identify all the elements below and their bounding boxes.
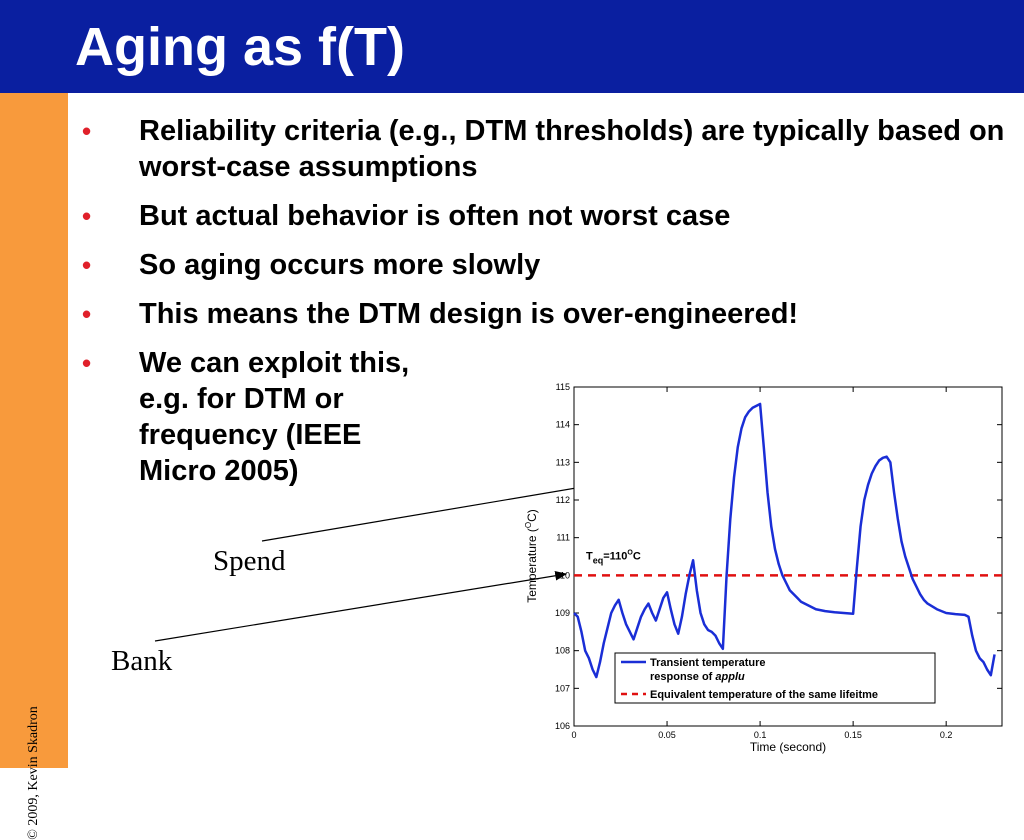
y-tick-label: 109 xyxy=(555,608,570,618)
x-tick-label: 0.05 xyxy=(658,730,676,740)
bullet-item: • But actual behavior is often not worst … xyxy=(82,198,1012,234)
slide-title: Aging as f(T) xyxy=(75,17,405,77)
y-tick-label: 108 xyxy=(555,646,570,656)
y-axis-ticks: 106 107 108 109 110 111 112 113 114 115 xyxy=(555,382,1002,731)
y-axis-label-unit: C) xyxy=(525,509,539,522)
bullet-marker: • xyxy=(82,299,92,329)
bullet-marker: • xyxy=(82,250,92,280)
copyright-text: © 2009, Kevin Skadron xyxy=(26,706,41,840)
y-tick-label: 114 xyxy=(556,420,570,430)
bullet-marker: • xyxy=(82,201,92,231)
x-tick-label: 0 xyxy=(571,730,576,740)
legend-label-transient-2b: applu xyxy=(715,671,745,683)
teq-subscript: eq xyxy=(593,555,604,565)
teq-symbol: T xyxy=(586,550,593,562)
bullet-item: • Reliability criteria (e.g., DTM thresho… xyxy=(82,113,1012,185)
bullet-text: So aging occurs more slowly xyxy=(139,249,541,281)
transient-temperature-line xyxy=(573,402,996,679)
teq-degree: O xyxy=(627,549,633,556)
teq-unit: C xyxy=(633,550,641,562)
x-axis-ticks: 0 0.05 0.1 0.15 0.2 xyxy=(571,387,952,740)
x-tick-label: 0.1 xyxy=(754,730,767,740)
y-tick-label: 106 xyxy=(555,721,570,731)
legend-label-transient-2a: response of xyxy=(650,671,715,683)
legend-label-equivalent: Equivalent temperature of the same lifei… xyxy=(650,689,878,701)
sidebar: © 2009, Kevin Skadron xyxy=(0,93,68,840)
legend-label-transient: Transient temperature xyxy=(650,657,766,669)
teq-annotation: Teq=110OC xyxy=(586,549,641,565)
legend: Transient temperature response of applu … xyxy=(614,652,936,704)
bank-label: Bank xyxy=(111,645,173,677)
legend-box xyxy=(614,652,936,704)
title-bar: Aging as f(T) xyxy=(0,0,1024,93)
x-tick-label: 0.15 xyxy=(844,730,862,740)
x-tick-label: 0.2 xyxy=(940,730,953,740)
bullet-list: • Reliability criteria (e.g., DTM thresho… xyxy=(82,113,1012,502)
y-tick-label: 112 xyxy=(556,495,570,505)
legend-label-transient-2: response of applu xyxy=(650,671,745,683)
bullet-text: This means the DTM design is over-engine… xyxy=(139,298,799,330)
y-tick-label: 111 xyxy=(556,533,570,543)
y-tick-label: 107 xyxy=(555,683,570,693)
bank-arrow xyxy=(154,571,568,642)
bullet-marker: • xyxy=(82,348,92,378)
x-axis-label: Time (second) xyxy=(750,740,826,754)
y-tick-label: 110 xyxy=(556,570,570,580)
bullet-text: But actual behavior is often not worst c… xyxy=(139,200,731,232)
bullet-item: • This means the DTM design is over-engin… xyxy=(82,296,1012,332)
y-axis-label-degree: O xyxy=(524,522,533,528)
bullet-text: We can exploit this, e.g. for DTM or fre… xyxy=(139,347,410,487)
bullet-item: • We can exploit this, e.g. for DTM or fr… xyxy=(82,345,439,489)
y-tick-label: 113 xyxy=(556,457,570,467)
bullet-marker: • xyxy=(82,116,92,146)
bullet-item: • So aging occurs more slowly xyxy=(82,247,1012,283)
y-tick-label: 115 xyxy=(556,382,570,392)
bullet-text: Reliability criteria (e.g., DTM threshol… xyxy=(139,115,1005,183)
teq-value: =110 xyxy=(603,550,627,562)
y-axis-label-prefix: Temperature ( xyxy=(525,528,539,603)
y-axis-label: Temperature (OC) xyxy=(524,509,539,603)
spend-label: Spend xyxy=(213,545,286,577)
